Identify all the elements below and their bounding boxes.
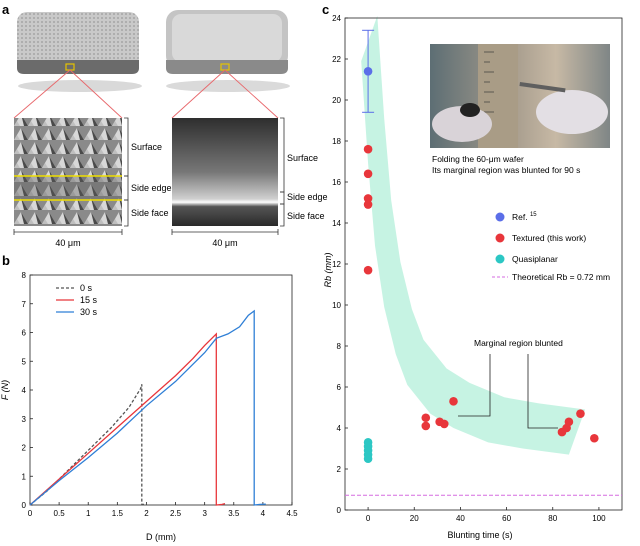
force-displacement-chart: 0 0.5 1 1.5 2 2.5 3 3.5 4 4.5 0 1 2 3 4 5 6 7 8 xyxy=(22,271,299,518)
left-label-side-edge: Side edge xyxy=(131,183,172,193)
chart-c-xtick-label: 80 xyxy=(548,514,557,523)
right-label-side-face: Side face xyxy=(287,211,325,221)
chart-c-ytick-label: 24 xyxy=(332,14,341,23)
chart-b-ytick-label: 5 xyxy=(22,357,27,366)
chart-b-ytick-label: 4 xyxy=(22,386,27,395)
legend-quasiplanar: Quasiplanar xyxy=(512,254,558,264)
point-textured xyxy=(363,169,373,179)
panel-b-ylabel: F (N) xyxy=(0,380,10,400)
panel-c-letter: c xyxy=(322,2,329,17)
legend-15s: 15 s xyxy=(80,295,98,305)
chart-b-ytick-label: 3 xyxy=(22,415,27,424)
chart-b-ytick-label: 7 xyxy=(22,300,27,309)
left-label-surface: Surface xyxy=(131,142,162,152)
panel-c-legend: Ref. 15 Textured (this work) Quasiplanar… xyxy=(492,212,610,282)
chart-c-ytick-label: 18 xyxy=(332,137,341,146)
chart-c-ytick-label: 16 xyxy=(332,178,341,187)
right-region-brackets xyxy=(280,117,285,227)
legend-0s: 0 s xyxy=(80,283,93,293)
point-quasiplanar xyxy=(363,454,373,464)
panel-c-ylabel: Rb (mm) xyxy=(323,253,333,288)
left-region-brackets xyxy=(124,117,129,227)
chart-b-ytick-label: 2 xyxy=(22,444,27,453)
chart-b-ytick-label: 1 xyxy=(22,472,27,481)
chart-c-ytick-label: 14 xyxy=(332,219,341,228)
panel-a-letter: a xyxy=(2,2,10,17)
chart-b-xtick-label: 3 xyxy=(202,509,207,518)
chart-b-ytick-label: 6 xyxy=(22,329,27,338)
point-textured xyxy=(363,265,373,275)
legend-theoretical: Theoretical Rb = 0.72 mm xyxy=(512,272,610,282)
left-scale-bar xyxy=(13,229,123,235)
chart-b-xtick-label: 1 xyxy=(86,509,91,518)
point-textured xyxy=(363,200,373,209)
chart-b-xtick-label: 4.5 xyxy=(286,509,298,518)
panel-b: b 0 0.5 1 1.5 2 2.5 3 3.5 4 4.5 0 1 2 3 4 5 6 7 8 F (N) D … xyxy=(0,253,298,542)
chart-b-xtick-label: 0 xyxy=(28,509,33,518)
chart-c-ytick-label: 4 xyxy=(337,424,342,433)
right-label-surface: Surface xyxy=(287,153,318,163)
chart-c-xtick-label: 20 xyxy=(410,514,419,523)
panel-b-letter: b xyxy=(2,253,10,268)
chart-c-ytick-label: 8 xyxy=(337,342,342,351)
chart-b-ytick-label: 8 xyxy=(22,271,27,280)
point-textured xyxy=(449,397,458,406)
chart-c-xtick-label: 40 xyxy=(456,514,465,523)
curve-0s xyxy=(29,384,147,506)
chart-c-ytick-label: 10 xyxy=(332,301,341,310)
curve-30s xyxy=(29,309,266,506)
chart-b-xtick-label: 0.5 xyxy=(54,509,66,518)
photo-caption-line1: Folding the 60-μm wafer xyxy=(432,154,524,164)
panel-c-xlabel: Blunting time (s) xyxy=(447,530,512,540)
chart-b-xtick-label: 4 xyxy=(261,509,266,518)
panel-b-xlabel: D (mm) xyxy=(146,532,176,542)
left-scale-label: 40 μm xyxy=(55,238,80,248)
right-scale-bar xyxy=(171,229,279,235)
chart-c-ytick-label: 0 xyxy=(337,506,342,515)
photo-caption-line2: Its marginal region was blunted for 90 s xyxy=(432,165,580,175)
left-label-side-face: Side face xyxy=(131,208,169,218)
point-ref xyxy=(363,67,373,76)
annotation-marginal-region: Marginal region blunted xyxy=(474,338,563,348)
right-label-side-edge: Side edge xyxy=(287,192,328,202)
chart-b-xtick-label: 2.5 xyxy=(170,509,182,518)
chart-c-ytick-label: 22 xyxy=(332,55,341,64)
point-textured xyxy=(439,419,449,429)
panel-a: a Surface Side edge Side face xyxy=(2,2,328,248)
left-sem-image xyxy=(14,118,122,226)
right-sem-image xyxy=(172,118,278,226)
point-textured xyxy=(421,413,431,423)
point-textured xyxy=(564,417,574,427)
trend-band xyxy=(361,15,586,455)
point-textured xyxy=(590,433,599,443)
chart-c-ytick-label: 12 xyxy=(332,260,341,269)
point-textured xyxy=(363,194,373,203)
chart-b-xtick-label: 1.5 xyxy=(112,509,124,518)
wafer-folding-photo xyxy=(430,44,610,148)
chart-c-ytick-label: 6 xyxy=(337,383,342,392)
chart-c-ytick-label: 2 xyxy=(337,465,342,474)
right-scale-label: 40 μm xyxy=(212,238,237,248)
point-textured xyxy=(363,144,373,154)
chart-b-ytick-label: 0 xyxy=(22,501,27,510)
legend-ref: Ref. 15 xyxy=(512,212,537,222)
chart-b-xtick-label: 3.5 xyxy=(228,509,240,518)
chart-c-xtick-label: 100 xyxy=(592,514,606,523)
point-textured xyxy=(576,409,585,418)
panel-b-legend: 0 s 15 s 30 s xyxy=(56,283,98,317)
legend-textured: Textured (this work) xyxy=(512,233,586,243)
chart-c-xtick-label: 0 xyxy=(366,514,371,523)
point-textured xyxy=(421,421,431,431)
chart-c-ytick-label: 20 xyxy=(332,96,341,105)
chart-c-xtick-label: 60 xyxy=(502,514,511,523)
chart-b-xtick-label: 2 xyxy=(144,509,149,518)
right-wafer-illustration xyxy=(166,10,290,119)
legend-30s: 30 s xyxy=(80,307,98,317)
left-wafer-illustration xyxy=(13,12,142,119)
annotation-leader-lines xyxy=(458,354,558,429)
curve-15s xyxy=(29,332,226,506)
